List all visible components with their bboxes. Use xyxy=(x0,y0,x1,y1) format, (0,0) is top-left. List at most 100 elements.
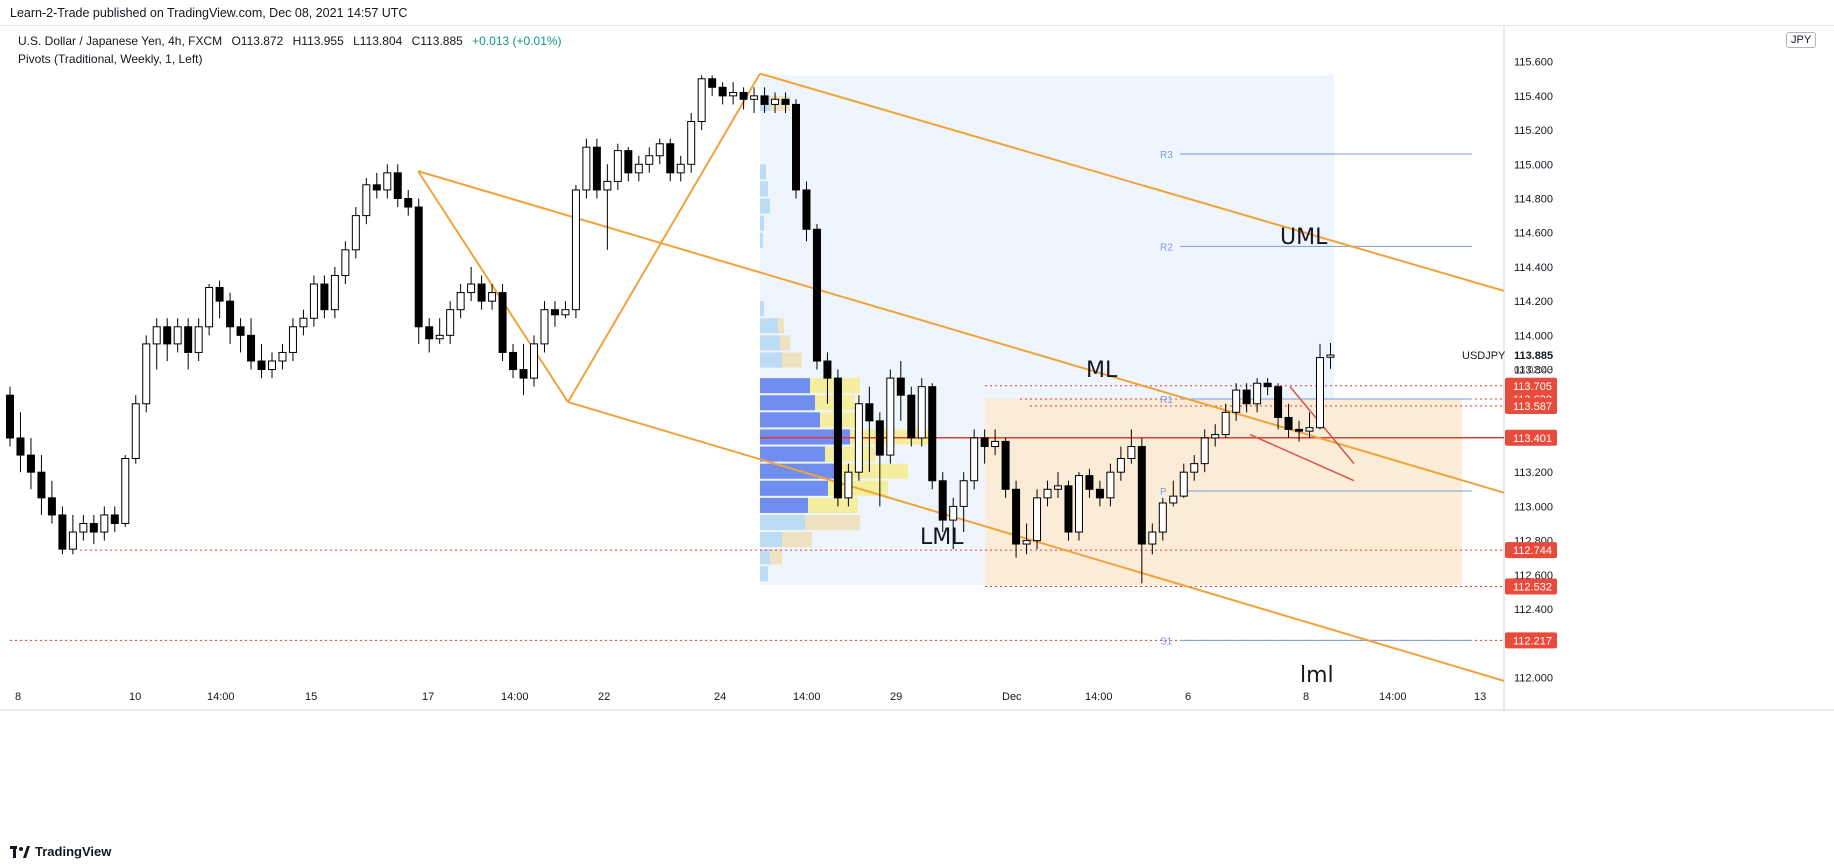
candle xyxy=(1137,446,1146,545)
candle xyxy=(383,172,392,191)
candle xyxy=(1295,428,1304,432)
price-tick-label: 112.400 xyxy=(1514,604,1553,616)
candle xyxy=(16,437,25,456)
candle xyxy=(697,78,706,123)
time-tick-label: Dec xyxy=(1002,691,1022,703)
candle xyxy=(1326,354,1335,358)
candle xyxy=(1074,475,1083,533)
candle xyxy=(613,150,622,182)
candle xyxy=(833,377,842,499)
pivot-label-r1: R1 xyxy=(1160,395,1173,406)
candle xyxy=(6,394,14,439)
candle xyxy=(1253,382,1262,405)
time-tick-label: 8 xyxy=(15,691,21,703)
wedge-line xyxy=(1249,433,1355,482)
candle xyxy=(257,360,266,371)
time-tick-label: 14:00 xyxy=(1085,691,1113,703)
profile-bar xyxy=(780,335,790,351)
price-tag-label: 112.217 xyxy=(1513,635,1552,647)
candle xyxy=(687,121,696,165)
candle xyxy=(970,437,979,482)
candle xyxy=(875,420,884,456)
candle xyxy=(928,386,937,482)
candle xyxy=(1116,458,1125,473)
profile-bar xyxy=(760,395,815,411)
channel-line xyxy=(417,170,1505,494)
indicator-legend: Pivots (Traditional, Weekly, 1, Left) xyxy=(18,52,203,66)
channel-line xyxy=(567,73,761,403)
candle xyxy=(1200,437,1209,465)
candle xyxy=(37,471,46,499)
profile-bar xyxy=(760,335,780,351)
candle xyxy=(142,343,151,405)
profile-bar xyxy=(760,164,766,180)
candle xyxy=(802,189,811,230)
profile-bar xyxy=(825,446,875,462)
price-tag[interactable] xyxy=(1505,397,1557,414)
channel-line xyxy=(567,401,1505,682)
candle xyxy=(226,300,235,328)
candle xyxy=(205,286,214,328)
candle xyxy=(26,454,35,473)
candle xyxy=(1221,411,1230,436)
channel-line xyxy=(417,170,569,403)
pivot-label-r2: R2 xyxy=(1160,242,1173,253)
profile-bar xyxy=(760,378,810,394)
candle xyxy=(68,531,77,550)
time-tick-label: 6 xyxy=(1185,691,1191,703)
candle xyxy=(268,360,276,371)
candle xyxy=(1316,357,1324,429)
publisher-bar: Learn-2-Trade published on TradingView.c… xyxy=(0,0,1834,26)
profile-bar xyxy=(808,497,858,513)
candle xyxy=(372,184,381,191)
profile-bar xyxy=(760,198,770,214)
candle xyxy=(739,91,748,100)
current-symbol-label: USDJPY xyxy=(1462,350,1506,362)
time-tick-label: 29 xyxy=(890,691,902,703)
profile-bar xyxy=(782,532,812,548)
price-tag[interactable] xyxy=(1505,632,1557,649)
candle xyxy=(488,292,497,302)
candle xyxy=(1033,497,1042,542)
time-tick-label: 14:00 xyxy=(501,691,529,703)
price-tag[interactable] xyxy=(1505,578,1557,595)
candle xyxy=(1232,389,1241,413)
candle xyxy=(58,514,67,550)
candle xyxy=(477,283,486,302)
profile-bar xyxy=(770,549,782,565)
indicator-title[interactable]: Pivots (Traditional, Weekly, 1, Left) xyxy=(18,52,203,66)
price-tag[interactable] xyxy=(1505,542,1557,559)
candle xyxy=(540,309,549,345)
time-tick-label: 8 xyxy=(1303,691,1309,703)
tradingview-logo[interactable]: TradingView xyxy=(10,844,111,859)
candle xyxy=(1022,540,1031,545)
candle xyxy=(446,309,455,336)
candle xyxy=(603,180,612,191)
candle xyxy=(655,143,664,157)
candle xyxy=(163,326,172,345)
candle xyxy=(1242,389,1251,405)
profile-bar xyxy=(760,318,778,334)
price-tag[interactable] xyxy=(1505,429,1557,446)
time-tick-label: 22 xyxy=(598,691,610,703)
candle xyxy=(938,480,947,521)
candle xyxy=(718,86,727,97)
candle xyxy=(215,286,224,302)
price-tick-label: 114.800 xyxy=(1514,194,1553,206)
candle xyxy=(425,326,434,340)
candle xyxy=(121,458,130,524)
candle xyxy=(236,326,245,336)
profile-bar xyxy=(760,446,825,462)
candle xyxy=(435,334,444,340)
candle xyxy=(1305,427,1314,432)
candle xyxy=(1054,485,1062,490)
candle xyxy=(351,215,360,251)
price-tag-label: 113.587 xyxy=(1513,401,1552,413)
candle xyxy=(393,172,402,199)
time-tick-label: 14:00 xyxy=(793,691,821,703)
price-tag[interactable] xyxy=(1505,377,1557,394)
currency-badge[interactable]: JPY xyxy=(1786,32,1817,48)
price-tick-label: 112.000 xyxy=(1514,672,1553,684)
label-uml: UML xyxy=(1280,225,1328,250)
